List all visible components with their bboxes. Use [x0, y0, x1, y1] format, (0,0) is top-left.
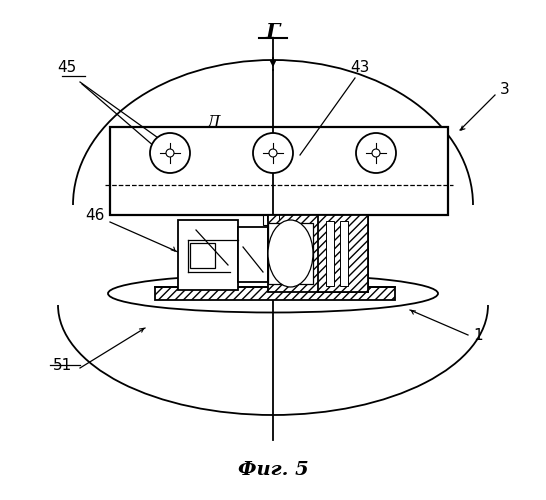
Bar — [318, 215, 368, 292]
Ellipse shape — [108, 274, 438, 312]
Circle shape — [253, 133, 293, 173]
Bar — [110, 127, 448, 215]
Text: Г: Г — [266, 22, 280, 42]
Circle shape — [356, 133, 396, 173]
Bar — [326, 221, 334, 286]
Text: Д: Д — [215, 175, 227, 189]
Circle shape — [372, 149, 380, 157]
Ellipse shape — [268, 220, 313, 287]
Text: 45: 45 — [57, 60, 76, 75]
Bar — [268, 223, 313, 284]
Text: 46: 46 — [85, 208, 105, 222]
Bar — [340, 221, 348, 286]
Bar — [268, 215, 368, 292]
Text: 43: 43 — [351, 60, 370, 75]
Text: 1: 1 — [473, 328, 483, 342]
Text: 51: 51 — [52, 358, 72, 372]
Circle shape — [269, 149, 277, 157]
Text: 3: 3 — [500, 82, 510, 98]
Text: Фиг. 5: Фиг. 5 — [238, 461, 308, 479]
Bar — [268, 215, 368, 292]
Bar — [238, 227, 268, 282]
Bar — [155, 287, 395, 300]
Bar — [178, 220, 238, 290]
Circle shape — [166, 149, 174, 157]
Bar — [190, 243, 215, 268]
Bar — [318, 215, 368, 292]
Bar — [263, 215, 283, 225]
Bar — [155, 287, 395, 300]
Text: Д: Д — [206, 114, 219, 130]
Circle shape — [150, 133, 190, 173]
